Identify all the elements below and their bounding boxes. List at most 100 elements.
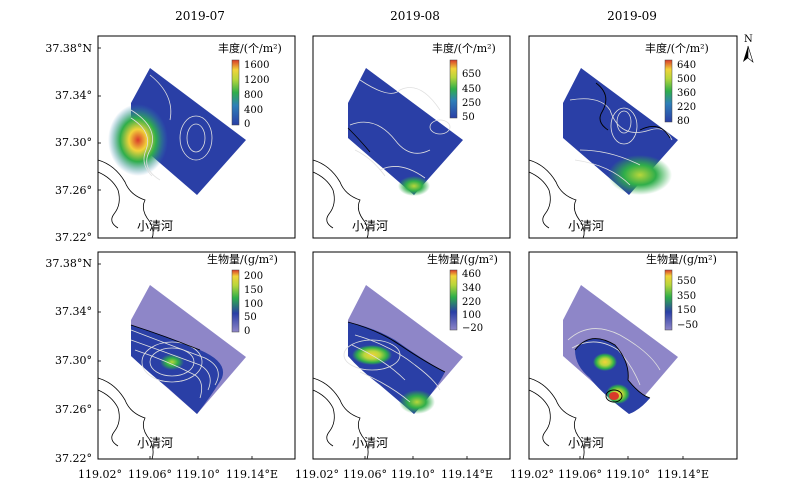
x-tick-label: 119.06° xyxy=(343,468,387,481)
legend-tick: 1200 xyxy=(244,75,269,86)
colorbar xyxy=(449,59,458,119)
column-title-3: 2019-09 xyxy=(607,9,657,23)
contour-lines xyxy=(343,334,441,403)
hotspot xyxy=(398,176,430,196)
legend-title: 生物量/(g/m²) xyxy=(646,252,717,266)
coastline xyxy=(97,377,154,460)
x-axis-3: 119.02° 119.06° 119.10° 119.14°E xyxy=(510,468,709,481)
north-label: N xyxy=(744,34,753,45)
coastline xyxy=(312,159,369,239)
legend-tick: 650 xyxy=(462,69,481,80)
legend-tick: 50 xyxy=(462,112,475,123)
x-tick-label: 119.02° xyxy=(510,468,554,481)
legend-tick: 80 xyxy=(677,116,690,127)
y-tick-label: 37.26° xyxy=(55,184,92,197)
legend-tick: 250 xyxy=(462,98,481,109)
river-label: 小清河 xyxy=(568,436,604,450)
hotspot-core xyxy=(609,392,619,400)
legend-tick: 500 xyxy=(677,74,696,85)
hotspot xyxy=(160,354,184,370)
legend-tick: 450 xyxy=(462,84,481,95)
contour-black xyxy=(347,321,446,373)
column-title-2: 2019-08 xyxy=(390,9,440,23)
biomass-band xyxy=(131,325,224,414)
y-axis-top: 37.38°N 37.34° 37.30° 37.26° 37.22° xyxy=(45,42,92,244)
coastline xyxy=(528,377,585,460)
colorbar xyxy=(231,59,240,126)
panel-biomass-2019-09: 小清河 生物量/(g/m²) 550 350 150 −50 xyxy=(528,251,738,460)
x-tick-label: 119.02° xyxy=(295,468,339,481)
colorbar xyxy=(664,59,673,123)
colorbar xyxy=(664,269,673,331)
hotspot xyxy=(608,155,672,195)
panel-abundance-2019-07: 小清河 丰度/(个/m²) 1600 1200 800 400 0 xyxy=(97,35,296,239)
legend-tick: −50 xyxy=(677,320,698,331)
x-tick-label: 119.10° xyxy=(606,468,650,481)
contour-black xyxy=(574,338,651,403)
legend-tick: 640 xyxy=(677,60,696,71)
contour-black xyxy=(130,324,201,351)
legend-tick: 800 xyxy=(244,90,263,101)
y-tick-label: 37.38°N xyxy=(45,257,92,270)
legend-title: 丰度/(个/m²) xyxy=(432,41,496,55)
tick-marks xyxy=(98,47,684,459)
biomass-band xyxy=(575,338,650,414)
legend-tick: 460 xyxy=(462,269,481,280)
coastline xyxy=(97,159,154,239)
column-title-1: 2019-07 xyxy=(175,9,225,23)
contour-lines xyxy=(130,74,213,181)
survey-area xyxy=(563,285,678,414)
legend-tick: 150 xyxy=(677,305,696,316)
panel-abundance-2019-08: 小清河 丰度/(个/m²) 650 450 250 50 xyxy=(312,35,511,239)
colorbar xyxy=(231,269,240,333)
coastline xyxy=(312,377,369,460)
legend-tick: 220 xyxy=(677,102,696,113)
legend-tick: 100 xyxy=(462,310,481,321)
contour-black xyxy=(347,127,371,153)
y-tick-label: 37.30° xyxy=(55,136,92,149)
legend-tick: 100 xyxy=(244,299,263,310)
legend-tick: 350 xyxy=(677,291,696,302)
survey-area xyxy=(131,68,246,195)
contour-black xyxy=(595,82,671,139)
legend-title: 生物量/(g/m²) xyxy=(207,252,278,266)
legend-tick: 340 xyxy=(462,283,481,294)
legend-tick: 400 xyxy=(244,105,263,116)
legend-tick: 50 xyxy=(244,312,257,323)
legend-tick: 150 xyxy=(244,285,263,296)
y-tick-label: 37.26° xyxy=(55,403,92,416)
y-tick-label: 37.22° xyxy=(55,452,92,465)
y-axis-bottom: 37.38°N 37.34° 37.30° 37.26° 37.22° xyxy=(45,257,92,465)
x-tick-label: 119.06° xyxy=(558,468,602,481)
river-label: 小清河 xyxy=(352,436,388,450)
y-tick-label: 37.38°N xyxy=(45,42,92,55)
x-tick-label: 119.02° xyxy=(78,468,122,481)
panel-biomass-2019-07: 小清河 生物量/(g/m²) 200 150 100 50 0 xyxy=(97,251,296,460)
y-tick-label: 37.30° xyxy=(55,354,92,367)
x-axis-2: 119.02° 119.06° 119.10° 119.14°E xyxy=(295,468,493,481)
legend-tick: 0 xyxy=(244,326,250,337)
north-arrow-icon: N xyxy=(743,34,754,63)
hotspot xyxy=(108,104,168,176)
x-tick-label: 119.10° xyxy=(176,468,220,481)
x-axis-1: 119.02° 119.06° 119.10° 119.14°E xyxy=(78,468,278,481)
legend-tick: 220 xyxy=(462,297,481,308)
river-label: 小清河 xyxy=(137,219,173,233)
legend-tick: 360 xyxy=(677,88,696,99)
x-tick-label: 119.06° xyxy=(128,468,172,481)
contour-lines xyxy=(130,329,219,399)
x-tick-label: 119.14°E xyxy=(226,468,278,481)
y-tick-label: 37.34° xyxy=(55,305,92,318)
x-tick-label: 119.14°E xyxy=(657,468,709,481)
panel-biomass-2019-08: 小清河 生物量/(g/m²) 460 340 220 100 −20 xyxy=(312,251,511,460)
colorbar xyxy=(449,269,458,331)
legend-title: 生物量/(g/m²) xyxy=(427,252,498,266)
river-label: 小清河 xyxy=(352,219,388,233)
panel-abundance-2019-09: 小清河 丰度/(个/m²) 640 500 360 220 80 N xyxy=(528,34,754,239)
x-tick-label: 119.14°E xyxy=(441,468,493,481)
legend-tick: 0 xyxy=(244,119,250,130)
y-tick-label: 37.22° xyxy=(55,231,92,244)
coastline xyxy=(528,159,585,239)
legend-title: 丰度/(个/m²) xyxy=(218,41,282,55)
